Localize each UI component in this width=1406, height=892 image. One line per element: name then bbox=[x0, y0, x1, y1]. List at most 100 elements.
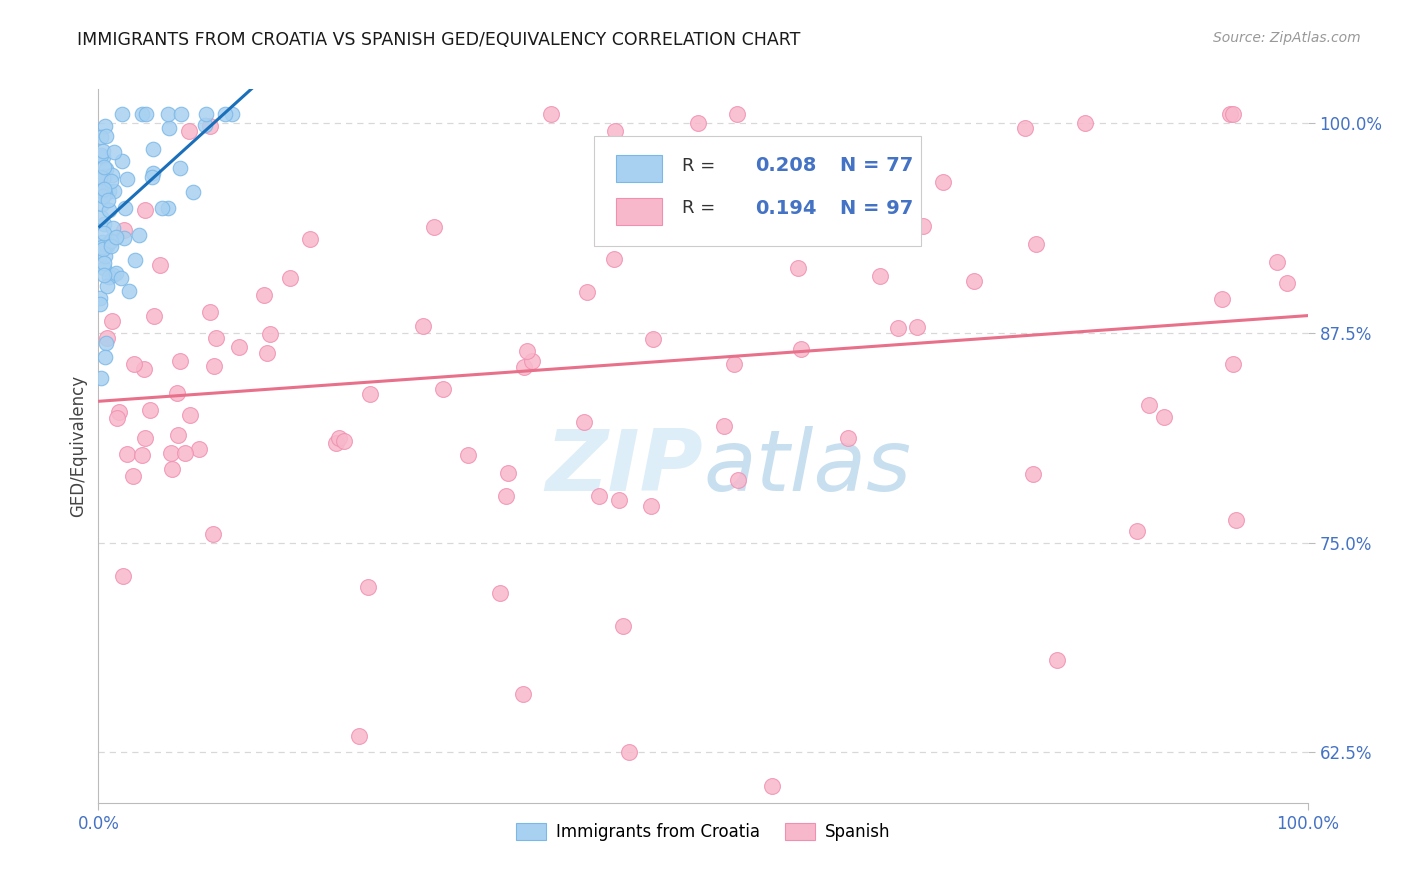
Point bbox=[887, 320, 910, 334]
Point bbox=[96, 331, 118, 345]
Point bbox=[1153, 409, 1175, 424]
Point bbox=[150, 201, 173, 215]
Point bbox=[90, 211, 112, 225]
Point bbox=[170, 107, 193, 121]
Point bbox=[259, 326, 281, 341]
Point bbox=[713, 419, 735, 434]
Point bbox=[91, 240, 114, 254]
Point bbox=[837, 431, 859, 445]
Point bbox=[201, 527, 224, 541]
Point bbox=[91, 242, 114, 256]
Point bbox=[101, 221, 124, 235]
Point bbox=[96, 279, 118, 293]
Point bbox=[640, 499, 662, 513]
Point bbox=[117, 447, 139, 461]
Point bbox=[786, 260, 808, 275]
Point bbox=[134, 203, 156, 218]
Point bbox=[131, 107, 153, 121]
Point bbox=[101, 314, 124, 328]
Point bbox=[111, 153, 134, 168]
Point bbox=[100, 233, 122, 247]
Point bbox=[1222, 357, 1244, 371]
Point bbox=[93, 260, 115, 275]
Point bbox=[94, 335, 117, 350]
FancyBboxPatch shape bbox=[595, 136, 921, 246]
Point bbox=[100, 234, 122, 248]
Point bbox=[167, 428, 190, 442]
Point bbox=[149, 258, 172, 272]
Point bbox=[183, 185, 205, 199]
Point bbox=[93, 187, 115, 202]
Point bbox=[105, 411, 128, 425]
Point bbox=[891, 196, 914, 211]
Point bbox=[412, 318, 434, 333]
Point bbox=[142, 166, 165, 180]
Point bbox=[932, 175, 955, 189]
Point bbox=[107, 404, 129, 418]
Point bbox=[333, 434, 356, 448]
Point bbox=[98, 269, 121, 284]
Point bbox=[94, 249, 117, 263]
Point bbox=[157, 202, 180, 216]
Point bbox=[105, 266, 128, 280]
Point bbox=[513, 360, 536, 375]
Point bbox=[328, 431, 350, 445]
Point bbox=[1222, 107, 1244, 121]
Point bbox=[432, 382, 454, 396]
Point bbox=[198, 305, 221, 319]
Point bbox=[963, 275, 986, 289]
Point bbox=[98, 184, 121, 198]
Point bbox=[886, 220, 908, 235]
Point bbox=[101, 169, 124, 183]
Point bbox=[299, 232, 322, 246]
Point bbox=[177, 124, 200, 138]
Point bbox=[1265, 255, 1288, 269]
Y-axis label: GED/Equivalency: GED/Equivalency bbox=[69, 375, 87, 517]
Text: 0.194: 0.194 bbox=[755, 199, 817, 218]
Point bbox=[228, 340, 250, 354]
Point bbox=[911, 219, 934, 233]
Point bbox=[112, 223, 135, 237]
Point bbox=[93, 182, 115, 196]
Text: ZIP: ZIP bbox=[546, 425, 703, 509]
Point bbox=[101, 268, 124, 282]
Point bbox=[94, 238, 117, 252]
Point bbox=[118, 284, 141, 298]
Point bbox=[723, 357, 745, 371]
Point bbox=[193, 118, 215, 132]
Point bbox=[90, 235, 112, 249]
Point bbox=[609, 493, 631, 508]
Point bbox=[94, 169, 117, 184]
Point bbox=[790, 342, 813, 356]
Point bbox=[202, 359, 225, 374]
Point bbox=[93, 182, 115, 196]
Point bbox=[195, 107, 218, 121]
Point bbox=[89, 292, 111, 306]
Point bbox=[686, 116, 709, 130]
Point bbox=[1139, 398, 1161, 412]
Point bbox=[94, 161, 117, 176]
Point bbox=[166, 386, 188, 401]
Point bbox=[105, 230, 128, 244]
Point bbox=[103, 184, 125, 198]
Point bbox=[111, 568, 134, 582]
Point bbox=[179, 409, 201, 423]
Point bbox=[869, 269, 891, 284]
Text: IMMIGRANTS FROM CROATIA VS SPANISH GED/EQUIVALENCY CORRELATION CHART: IMMIGRANTS FROM CROATIA VS SPANISH GED/E… bbox=[77, 31, 800, 49]
Point bbox=[90, 148, 112, 162]
Point bbox=[121, 468, 143, 483]
Point bbox=[97, 202, 120, 217]
Point bbox=[1073, 116, 1095, 130]
Point bbox=[572, 415, 595, 429]
Point bbox=[111, 107, 134, 121]
FancyBboxPatch shape bbox=[616, 155, 662, 182]
Point bbox=[617, 746, 640, 760]
Point bbox=[93, 227, 115, 241]
Point bbox=[89, 296, 111, 310]
Point bbox=[93, 255, 115, 269]
Point bbox=[173, 446, 195, 460]
Point bbox=[641, 332, 664, 346]
Point bbox=[100, 239, 122, 253]
Point bbox=[540, 107, 562, 121]
Point bbox=[131, 448, 153, 462]
